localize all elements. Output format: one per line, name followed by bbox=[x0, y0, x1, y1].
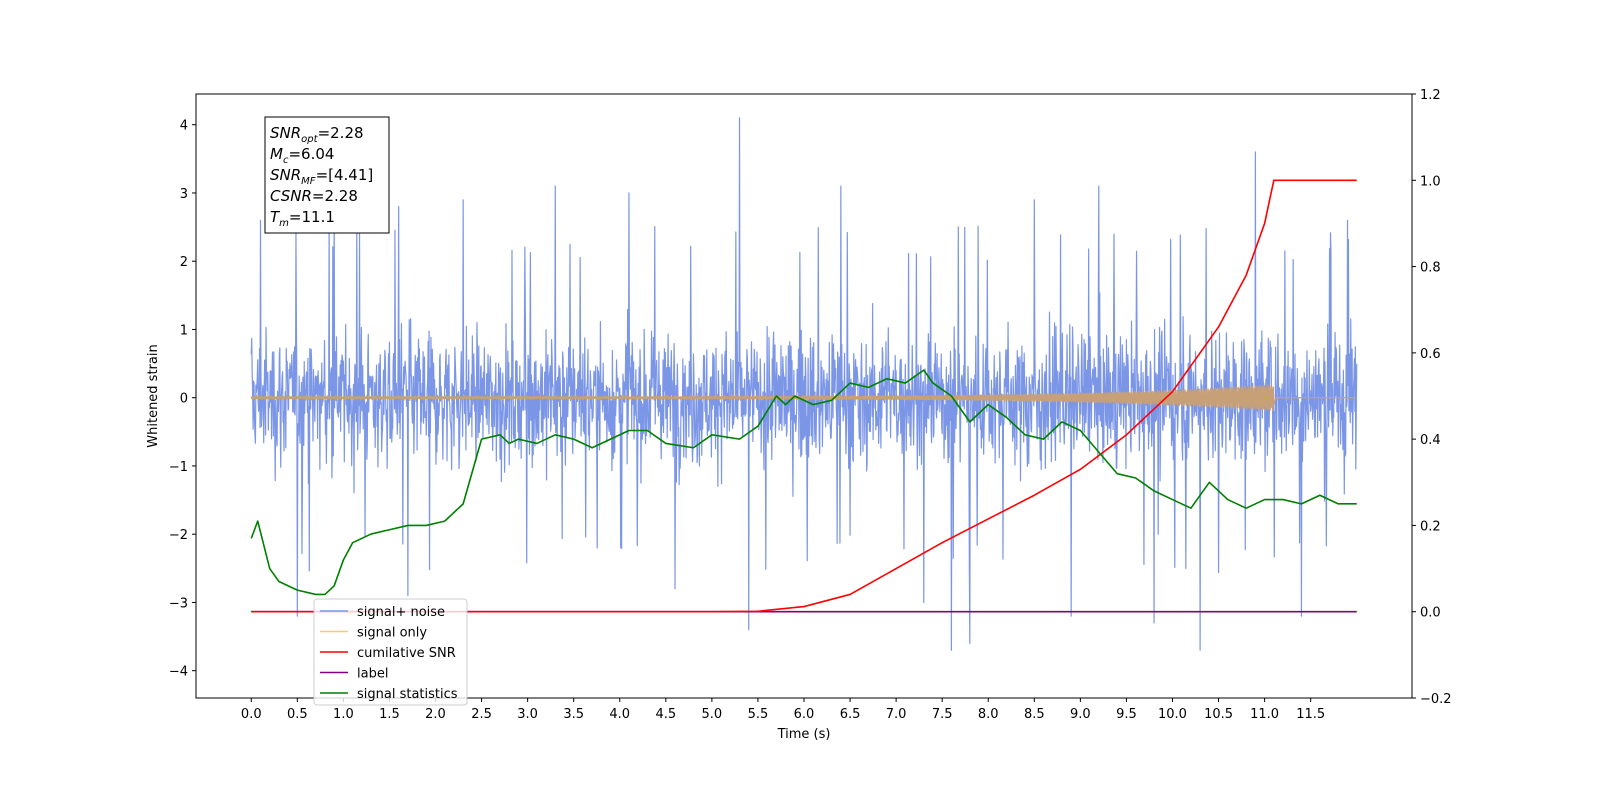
legend-frame bbox=[313, 598, 468, 706]
x-tick-label: 2.5 bbox=[471, 707, 492, 722]
y2-tick-label: 0.2 bbox=[1420, 519, 1441, 534]
x-tick-label: 9.5 bbox=[1116, 707, 1137, 722]
x-axis-label: Time (s) bbox=[777, 727, 831, 742]
x-tick-label: 6.5 bbox=[840, 707, 861, 722]
annotation-line: SNRMF=[4.41] bbox=[270, 166, 373, 187]
x-tick-label: 0.0 bbox=[241, 707, 262, 722]
annotation-line: Mc=6.04 bbox=[270, 145, 334, 166]
y-tick-label: −3 bbox=[169, 596, 188, 611]
y2-tick-label: 0.0 bbox=[1420, 606, 1441, 621]
x-tick-label: 5.0 bbox=[702, 707, 723, 722]
signal-only-series-layer bbox=[250, 384, 1357, 412]
y-tick-label: −1 bbox=[169, 460, 188, 475]
y-tick-label: 3 bbox=[180, 187, 188, 202]
x-tick-label: 8.0 bbox=[978, 707, 999, 722]
series-line-signal-statistics bbox=[250, 369, 1357, 596]
y2-tick-label: 0.6 bbox=[1420, 347, 1441, 362]
y-tick-label: −2 bbox=[169, 528, 188, 543]
y-axis-label: Whitened strain bbox=[146, 344, 161, 447]
legend-entry-label: cumilative SNR bbox=[357, 646, 456, 661]
annotation-line: SNRopt=2.28 bbox=[270, 124, 364, 145]
series-line-signal-only bbox=[250, 384, 1357, 412]
y2-tick-label: 1.2 bbox=[1420, 88, 1441, 103]
x-tick-label: 10.5 bbox=[1204, 707, 1233, 722]
x-tick-label: 4.5 bbox=[655, 707, 676, 722]
legend: signal+ noise signal only cumilative SNR la… bbox=[313, 598, 468, 706]
x-tick-label: 8.5 bbox=[1024, 707, 1045, 722]
y-tick-label: 0 bbox=[180, 392, 188, 407]
x-tick-label: 7.0 bbox=[886, 707, 907, 722]
x-tick-label: 3.5 bbox=[563, 707, 584, 722]
noise-series-layer bbox=[250, 117, 1358, 651]
x-tick-label: 1.5 bbox=[379, 707, 400, 722]
y-tick-label: 1 bbox=[180, 323, 188, 338]
y-tick-label: 4 bbox=[180, 119, 188, 134]
x-tick-label: 3.0 bbox=[517, 707, 538, 722]
annotation-line: CSNR=2.28 bbox=[270, 187, 358, 205]
annotation-line: Tm=11.1 bbox=[270, 208, 335, 229]
y-axis-right: −0.2 0.0 0.2 0.4 0.6 0.8 1.0 1.2 bbox=[1412, 88, 1452, 707]
legend-entry-label: signal+ noise bbox=[357, 605, 445, 620]
x-tick-label: 1.0 bbox=[333, 707, 354, 722]
x-tick-label: 9.0 bbox=[1070, 707, 1091, 722]
x-tick-label: 10.0 bbox=[1158, 707, 1187, 722]
x-tick-label: 0.5 bbox=[287, 707, 308, 722]
y2-tick-label: 0.4 bbox=[1420, 433, 1441, 448]
x-tick-label: 2.0 bbox=[425, 707, 446, 722]
series-line-signal-noise bbox=[250, 117, 1358, 651]
y2-tick-label: −0.2 bbox=[1420, 692, 1452, 707]
x-axis: 0.0 0.5 1.0 1.5 2.0 2.5 3.0 3.5 4.0 4.5 5.0 5.5 6.0 6… bbox=[241, 698, 1325, 722]
x-tick-label: 11.5 bbox=[1296, 707, 1325, 722]
annotation-frame bbox=[264, 116, 390, 234]
legend-entry-label: label bbox=[357, 667, 388, 682]
x-tick-label: 6.0 bbox=[794, 707, 815, 722]
y2-tick-label: 0.8 bbox=[1420, 261, 1441, 276]
x-tick-label: 5.5 bbox=[748, 707, 769, 722]
x-tick-label: 11.0 bbox=[1250, 707, 1279, 722]
y-tick-label: 2 bbox=[180, 255, 188, 270]
y-axis-left: −4 −3 −2 −1 0 1 2 3 4 bbox=[169, 119, 196, 680]
legend-entry-label: signal only bbox=[357, 626, 427, 641]
x-tick-label: 7.5 bbox=[932, 707, 953, 722]
x-tick-label: 4.0 bbox=[609, 707, 630, 722]
y-tick-label: −4 bbox=[169, 665, 188, 680]
series-line-cumulative-snr bbox=[251, 179, 1357, 613]
legend-entry-label: signal statistics bbox=[357, 687, 458, 702]
y2-tick-label: 1.0 bbox=[1420, 174, 1441, 189]
